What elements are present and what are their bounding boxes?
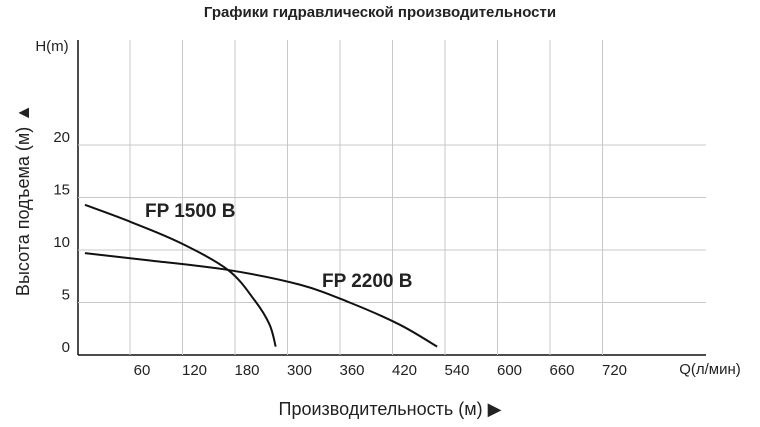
x-tick-label: 60: [134, 362, 151, 379]
x-tick-label: 540: [444, 362, 469, 379]
x-tick-label: 300: [287, 362, 312, 379]
x-tick-label: 600: [497, 362, 522, 379]
curve: [84, 252, 438, 348]
y-tick-label: 20: [53, 129, 70, 146]
x-tick-label: 660: [549, 362, 574, 379]
x-tick-label: 720: [602, 362, 627, 379]
series-label: FP 1500 B: [145, 201, 235, 222]
x-axis-label: Производительность (м) ▶: [279, 399, 502, 419]
y-tick-label: 10: [53, 234, 70, 251]
y-tick-label: 0: [62, 339, 70, 356]
y-axis-label: Высота подъема (м) ▲: [13, 104, 33, 296]
y-unit: H(m): [35, 38, 68, 55]
y-tick-label: 15: [53, 181, 70, 198]
chart-title: Графики гидравлической производительност…: [204, 4, 556, 21]
x-tick-label: 360: [339, 362, 364, 379]
curve: [84, 203, 277, 347]
x-tick-label: 120: [182, 362, 207, 379]
x-tick-label: 180: [234, 362, 259, 379]
y-tick-label: 5: [62, 286, 70, 303]
series-label: FP 2200 B: [322, 271, 412, 292]
x-unit: Q(л/мин): [679, 361, 741, 378]
x-tick-label: 420: [392, 362, 417, 379]
